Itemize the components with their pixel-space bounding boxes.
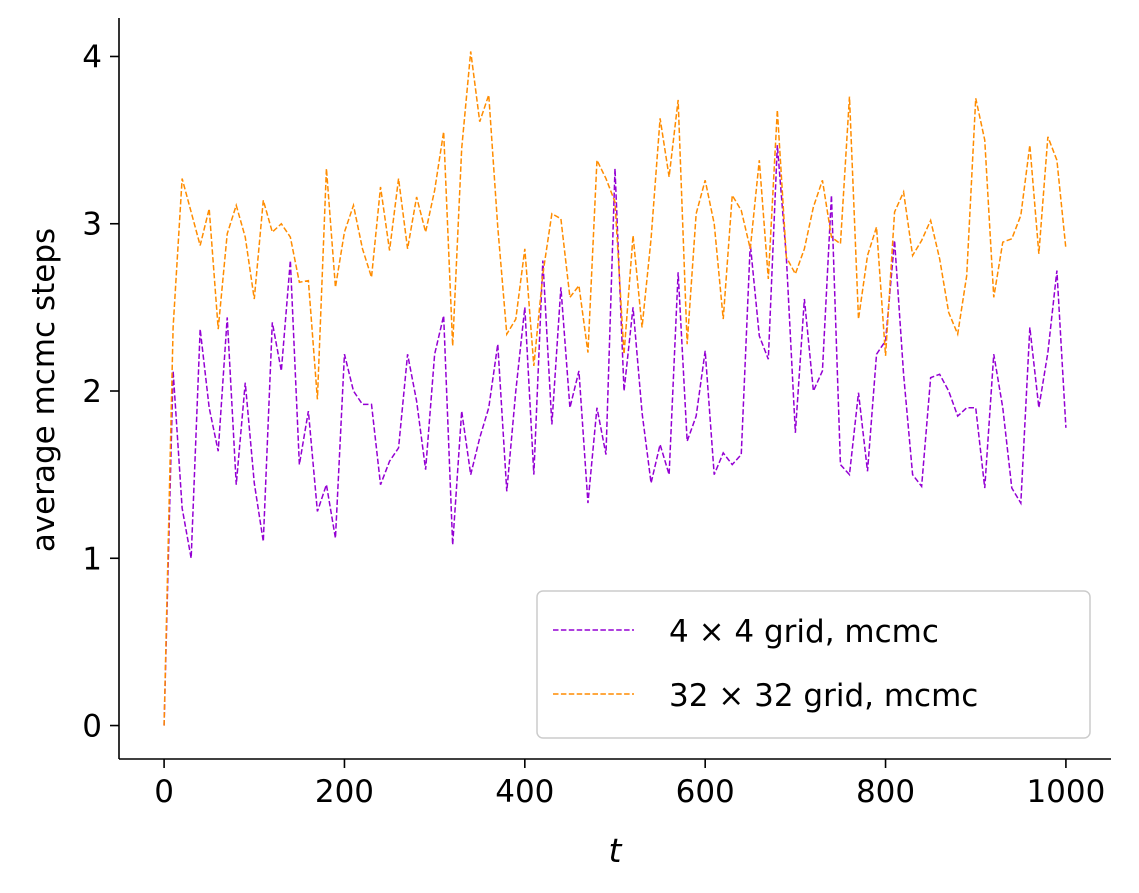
y-ticks: 0 1 2 3 4 [82, 39, 119, 745]
legend-label-4x4: 4 × 4 grid, mcmc [669, 614, 939, 650]
y-tick-label: 3 [82, 207, 102, 243]
legend-box [536, 590, 1091, 739]
y-tick-label: 4 [82, 39, 102, 75]
series-line-0 [163, 145, 1067, 726]
x-tick-label: 800 [856, 774, 915, 810]
x-axis-label: t [609, 831, 623, 870]
x-tick-label: 0 [154, 774, 174, 810]
series-line-1 [163, 51, 1067, 726]
x-tick-label: 600 [676, 774, 735, 810]
x-tick-label: 400 [495, 774, 554, 810]
series-layer [163, 51, 1067, 726]
legend-label-32x32: 32 × 32 grid, mcmc [669, 678, 978, 714]
x-tick-label: 1000 [1026, 774, 1105, 810]
y-tick-label: 1 [82, 541, 102, 577]
y-tick-label: 0 [82, 709, 102, 745]
axes [118, 18, 1111, 760]
y-axis-label: average mcmc steps [26, 228, 62, 552]
x-tick-label: 200 [315, 774, 374, 810]
legend: 4 × 4 grid, mcmc 32 × 32 grid, mcmc [536, 590, 1091, 739]
x-ticks: 0 200 400 600 800 1000 [154, 759, 1105, 810]
y-tick-label: 2 [82, 374, 102, 410]
